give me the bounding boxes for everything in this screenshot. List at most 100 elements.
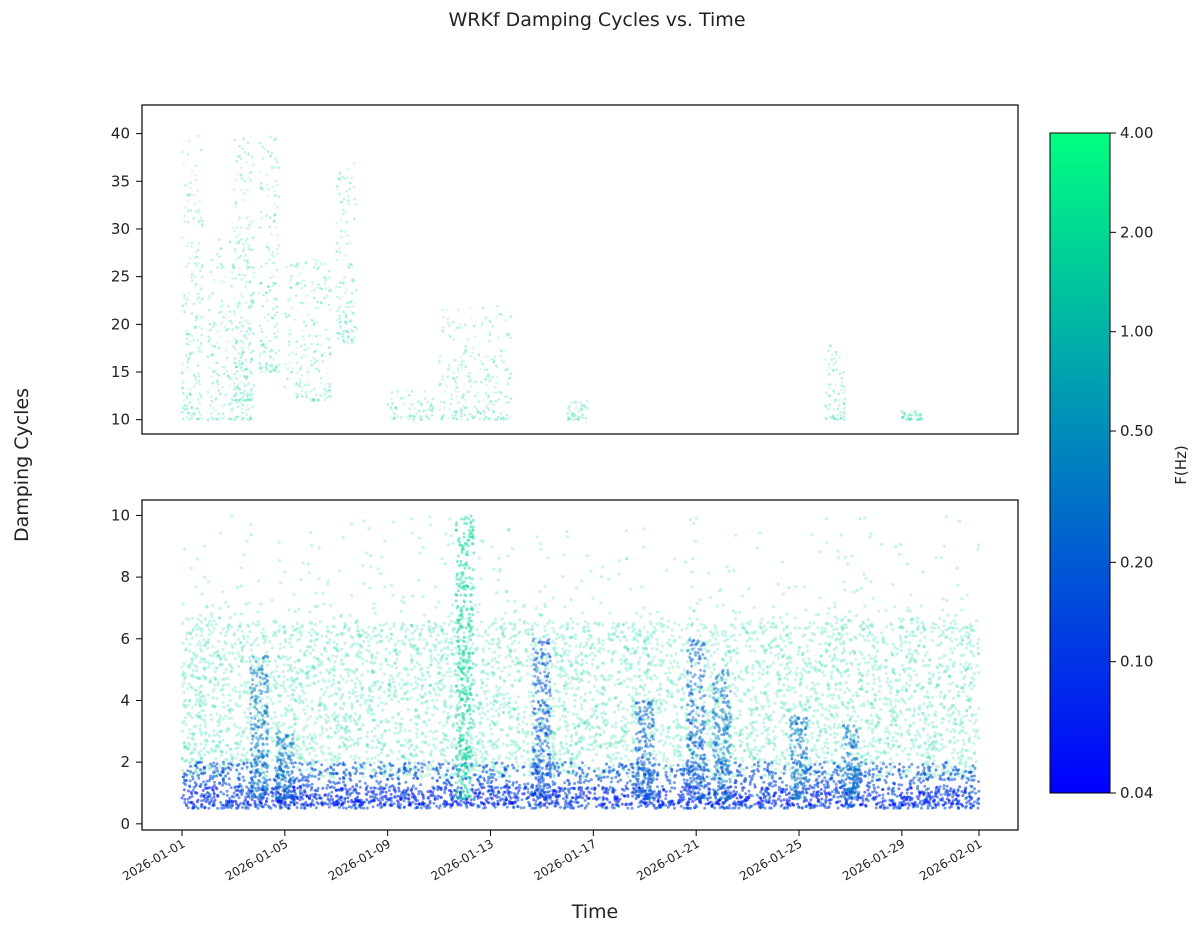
data-point bbox=[235, 365, 239, 369]
data-point bbox=[238, 321, 242, 325]
data-point bbox=[276, 330, 280, 334]
data-point bbox=[398, 650, 402, 654]
data-point bbox=[195, 627, 199, 632]
data-point bbox=[276, 183, 279, 187]
data-point bbox=[225, 750, 229, 754]
data-point bbox=[362, 581, 366, 586]
data-point bbox=[779, 648, 783, 652]
data-point bbox=[253, 666, 257, 671]
data-point bbox=[241, 351, 245, 354]
data-point bbox=[440, 415, 444, 419]
data-point bbox=[841, 738, 845, 742]
data-point bbox=[573, 413, 576, 416]
data-point bbox=[827, 688, 831, 692]
data-point bbox=[215, 417, 218, 421]
data-point bbox=[241, 295, 245, 298]
data-point bbox=[375, 745, 379, 750]
data-point bbox=[308, 732, 312, 737]
data-point bbox=[577, 416, 580, 419]
data-point bbox=[360, 634, 364, 638]
data-point bbox=[567, 416, 571, 420]
data-point bbox=[584, 408, 588, 412]
data-point bbox=[317, 369, 321, 373]
data-point bbox=[897, 625, 901, 630]
data-point bbox=[298, 626, 302, 630]
data-point bbox=[227, 623, 231, 627]
data-point bbox=[391, 410, 395, 414]
data-point bbox=[445, 308, 449, 312]
data-point bbox=[767, 775, 771, 780]
data-point bbox=[560, 675, 564, 679]
data-point bbox=[370, 739, 374, 743]
data-point bbox=[242, 246, 246, 250]
data-point bbox=[965, 630, 969, 634]
data-point bbox=[208, 680, 212, 685]
data-point bbox=[757, 676, 761, 680]
data-point bbox=[624, 729, 628, 734]
data-point bbox=[766, 670, 770, 674]
data-point bbox=[479, 412, 483, 416]
data-point bbox=[275, 297, 278, 301]
data-point bbox=[574, 693, 578, 697]
data-point bbox=[874, 654, 878, 658]
data-point bbox=[251, 349, 255, 353]
data-point bbox=[438, 721, 442, 725]
data-point bbox=[321, 702, 325, 706]
data-point bbox=[738, 729, 743, 733]
data-point bbox=[643, 699, 647, 703]
data-point bbox=[907, 660, 911, 664]
data-point bbox=[256, 710, 260, 714]
data-point bbox=[480, 538, 484, 543]
data-point bbox=[937, 634, 941, 639]
data-point bbox=[199, 656, 203, 660]
data-point bbox=[189, 413, 193, 417]
data-point bbox=[506, 333, 509, 336]
data-point bbox=[203, 643, 207, 647]
data-point bbox=[793, 626, 797, 630]
data-point bbox=[499, 354, 503, 358]
data-point bbox=[959, 757, 963, 761]
data-point bbox=[507, 332, 511, 336]
data-point bbox=[837, 681, 842, 686]
data-point bbox=[236, 173, 240, 176]
data-point bbox=[561, 746, 565, 750]
data-point bbox=[370, 757, 374, 761]
data-point bbox=[531, 694, 535, 698]
data-point bbox=[358, 714, 362, 718]
data-point bbox=[582, 698, 586, 703]
data-point bbox=[431, 397, 435, 401]
data-point bbox=[464, 365, 467, 368]
data-point bbox=[389, 583, 393, 588]
data-point bbox=[428, 729, 433, 733]
data-point bbox=[282, 675, 286, 679]
data-point bbox=[917, 746, 921, 750]
data-point bbox=[234, 725, 238, 729]
data-point bbox=[198, 325, 201, 329]
data-point bbox=[501, 417, 504, 420]
data-point bbox=[325, 707, 329, 711]
data-point bbox=[374, 656, 378, 660]
data-point bbox=[646, 637, 650, 641]
data-point bbox=[369, 554, 373, 558]
data-point bbox=[575, 404, 578, 408]
data-point bbox=[257, 361, 261, 364]
data-point bbox=[395, 406, 398, 410]
data-point bbox=[312, 397, 315, 401]
data-point bbox=[632, 720, 636, 724]
data-point bbox=[245, 242, 248, 246]
data-point bbox=[283, 312, 287, 316]
data-point bbox=[503, 418, 506, 421]
data-point bbox=[441, 731, 445, 736]
data-point bbox=[692, 521, 696, 525]
data-point bbox=[308, 683, 312, 687]
data-point bbox=[345, 322, 348, 325]
data-point bbox=[376, 567, 380, 571]
data-point bbox=[252, 332, 256, 335]
data-point bbox=[902, 685, 906, 689]
data-point bbox=[188, 139, 191, 143]
data-point bbox=[469, 737, 473, 741]
data-point bbox=[577, 415, 581, 418]
data-point bbox=[675, 718, 679, 722]
data-point bbox=[507, 401, 511, 404]
data-point bbox=[259, 210, 263, 214]
